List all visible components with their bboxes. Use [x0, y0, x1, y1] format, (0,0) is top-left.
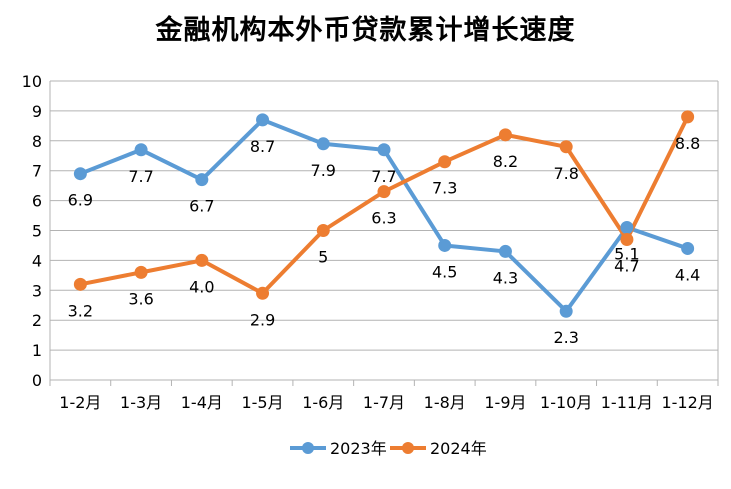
y-tick-label: 0 — [32, 371, 42, 390]
data-label: 6.9 — [68, 191, 93, 210]
data-label: 6.7 — [189, 197, 214, 216]
data-point — [316, 137, 330, 151]
x-tick-label: 1-10月 — [540, 393, 592, 412]
legend-item: 2023年 — [290, 439, 387, 458]
data-label: 2.9 — [250, 310, 275, 329]
legend-label: 2023年 — [330, 439, 387, 458]
y-tick-label: 8 — [32, 132, 42, 151]
data-label: 5.1 — [614, 245, 639, 264]
data-point — [134, 265, 148, 279]
data-point — [438, 155, 452, 169]
legend-item: 2024年 — [390, 439, 487, 458]
x-tick-label: 1-4月 — [181, 393, 223, 412]
x-tick-label: 1-9月 — [484, 393, 526, 412]
data-point — [620, 221, 634, 235]
x-tick-label: 1-12月 — [661, 393, 713, 412]
data-label: 6.3 — [371, 209, 396, 228]
legend-marker — [302, 442, 314, 454]
data-label: 4.4 — [675, 265, 700, 284]
data-label: 4.3 — [493, 268, 518, 287]
y-tick-label: 6 — [32, 192, 42, 211]
data-point — [438, 238, 452, 252]
data-label: 4.0 — [189, 277, 214, 296]
data-point — [134, 143, 148, 157]
y-tick-label: 7 — [32, 162, 42, 181]
y-tick-label: 9 — [32, 102, 42, 121]
x-tick-label: 1-7月 — [363, 393, 405, 412]
data-label: 8.7 — [250, 137, 275, 156]
data-point — [195, 173, 209, 187]
data-point — [681, 241, 695, 255]
y-tick-label: 4 — [32, 251, 42, 270]
data-label: 2.3 — [553, 328, 578, 347]
data-point — [73, 167, 87, 181]
data-label: 7.3 — [432, 179, 457, 198]
data-point — [559, 304, 573, 318]
chart-title: 金融机构本外币贷款累计增长速度 — [155, 15, 576, 46]
x-tick-label: 1-8月 — [424, 393, 466, 412]
data-label: 3.6 — [128, 289, 153, 308]
x-tick-label: 1-3月 — [120, 393, 162, 412]
data-label: 5 — [318, 248, 328, 267]
data-point — [73, 277, 87, 291]
x-tick-label: 1-2月 — [59, 393, 101, 412]
y-tick-label: 2 — [32, 311, 42, 330]
data-point — [498, 128, 512, 142]
data-point — [316, 224, 330, 237]
data-point — [195, 253, 209, 267]
x-tick-label: 1-11月 — [601, 393, 653, 412]
data-label: 7.8 — [553, 164, 578, 183]
data-point — [620, 232, 634, 246]
data-point — [256, 286, 270, 300]
y-tick-label: 1 — [32, 341, 42, 360]
data-label: 4.5 — [432, 262, 457, 281]
data-label: 8.2 — [493, 152, 518, 171]
data-point — [498, 244, 512, 258]
data-point — [256, 113, 270, 127]
data-point — [377, 143, 391, 157]
data-point — [559, 140, 573, 154]
gridlines — [50, 80, 718, 381]
y-tick-label: 3 — [32, 281, 42, 300]
y-tick-label: 10 — [22, 72, 42, 91]
y-tick-label: 5 — [32, 222, 42, 241]
data-label: 4.7 — [614, 256, 639, 275]
x-tick-label: 1-5月 — [241, 393, 283, 412]
data-point — [681, 110, 695, 124]
data-label: 3.2 — [68, 301, 93, 320]
legend-marker — [402, 442, 414, 454]
data-label: 7.7 — [128, 167, 153, 186]
x-tick-label: 1-6月 — [302, 393, 344, 412]
data-point — [377, 185, 391, 199]
data-label: 8.8 — [675, 134, 700, 153]
data-label: 7.9 — [311, 161, 336, 180]
data-label: 7.7 — [371, 167, 396, 186]
legend-label: 2024年 — [430, 439, 487, 458]
